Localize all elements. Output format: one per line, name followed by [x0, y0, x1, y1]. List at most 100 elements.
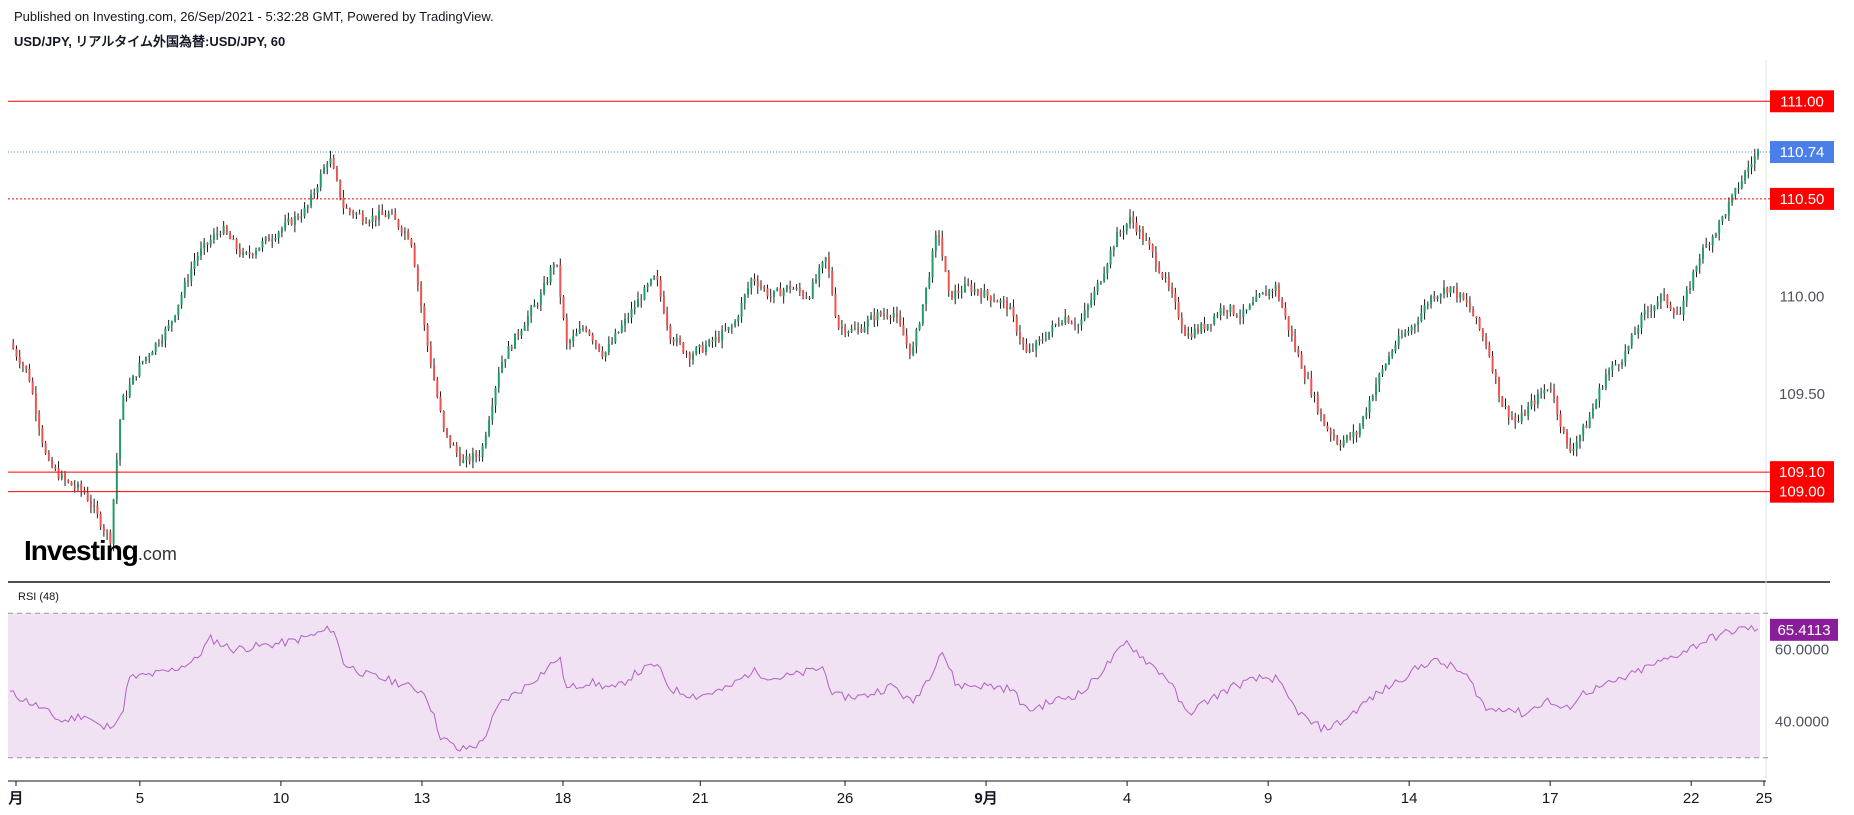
candle-body	[1164, 277, 1167, 279]
candle-body	[1316, 394, 1319, 413]
candle	[497, 366, 500, 393]
candle-body	[18, 356, 21, 364]
current-price-badge	[1770, 141, 1834, 164]
candle	[47, 450, 50, 462]
candle	[1303, 365, 1306, 385]
candle-body	[662, 296, 665, 313]
candle	[1701, 244, 1704, 264]
candle-body	[1232, 305, 1235, 315]
candle-body	[1329, 429, 1332, 435]
candle	[549, 264, 552, 286]
candle-body	[1633, 333, 1636, 335]
candle-body	[267, 237, 270, 242]
candle	[93, 498, 96, 514]
candle	[1595, 398, 1598, 410]
candle	[154, 342, 157, 356]
candle-body	[1543, 390, 1546, 394]
candle	[222, 220, 225, 236]
candle	[54, 464, 57, 472]
candle-body	[1281, 299, 1284, 308]
rsi-axis[interactable]: 60.0000 40.0000 65.4113	[1770, 618, 1838, 731]
candle-body	[1378, 374, 1381, 385]
candle-body	[1135, 222, 1138, 233]
candle-body	[326, 164, 329, 168]
candle	[1245, 309, 1248, 314]
candle-body	[999, 300, 1002, 303]
candle	[1044, 331, 1047, 342]
candle	[138, 355, 141, 378]
level-badge-109.00	[1770, 480, 1834, 503]
price-axis[interactable]: 111.00 110.50 109.10 109.00 110.74 110.00 109.…	[1770, 90, 1834, 503]
candle-body	[805, 296, 808, 299]
candle	[452, 442, 455, 446]
candle-body	[358, 213, 361, 215]
candle	[293, 211, 296, 233]
candle	[1475, 316, 1478, 325]
candle	[420, 281, 423, 313]
candle-body	[339, 179, 342, 198]
candle	[1659, 293, 1662, 310]
candle	[572, 329, 575, 348]
rsi-pane[interactable]: RSI (48)	[8, 591, 1770, 759]
candle	[106, 529, 109, 540]
candle-body	[12, 343, 15, 349]
candle-body	[225, 226, 228, 234]
candle-body	[183, 281, 186, 295]
candle	[1277, 282, 1280, 302]
candle	[970, 280, 973, 297]
candle-body	[115, 459, 118, 500]
candle-body	[1397, 335, 1400, 346]
candle-body	[708, 340, 711, 346]
candle	[180, 291, 183, 309]
candle-body	[1504, 405, 1507, 407]
candle	[1070, 320, 1073, 325]
candle	[513, 333, 516, 349]
candle-body	[798, 287, 801, 292]
candle	[1423, 299, 1426, 320]
time-axis[interactable]: 月 5 10 13 18 21 26 9月 4 9 14 17 22 25	[7, 780, 1772, 807]
candle-body	[488, 419, 491, 436]
candle	[1510, 411, 1513, 421]
candle-body	[734, 321, 737, 327]
candle	[633, 300, 636, 315]
candle	[993, 293, 996, 303]
candle-body	[1290, 330, 1293, 337]
time-tick-label: 9	[1264, 790, 1272, 807]
candle	[569, 338, 572, 350]
candle	[1061, 320, 1064, 326]
candle	[125, 390, 128, 402]
candle-body	[1018, 331, 1021, 340]
candle	[148, 352, 151, 364]
candle-body	[161, 340, 164, 344]
candle	[526, 310, 529, 332]
candle-body	[1044, 338, 1047, 340]
candle	[834, 287, 837, 319]
candle	[112, 498, 115, 552]
candle-body	[1310, 378, 1313, 396]
candle-body	[274, 238, 277, 240]
candle	[1566, 429, 1569, 449]
candle-body	[199, 248, 202, 256]
candle-body	[1669, 304, 1672, 310]
candle-body	[1556, 397, 1559, 415]
candle	[559, 258, 562, 305]
candle-body	[808, 297, 811, 299]
candle	[1546, 389, 1549, 392]
candle-body	[1336, 437, 1339, 444]
candle-body	[876, 312, 879, 321]
candle	[1355, 430, 1358, 443]
candle-body	[1627, 345, 1630, 352]
price-tick-label: 109.50	[1779, 386, 1825, 403]
candle	[915, 327, 918, 354]
price-pane[interactable]	[12, 148, 1759, 552]
candle-body	[831, 270, 834, 295]
candle-body	[238, 249, 241, 255]
candle-body	[132, 376, 135, 385]
candle-body	[1501, 396, 1504, 407]
candle	[578, 321, 581, 335]
candle	[1332, 429, 1335, 441]
candle	[1420, 305, 1423, 323]
candle-body	[931, 251, 934, 278]
candle	[255, 247, 258, 259]
